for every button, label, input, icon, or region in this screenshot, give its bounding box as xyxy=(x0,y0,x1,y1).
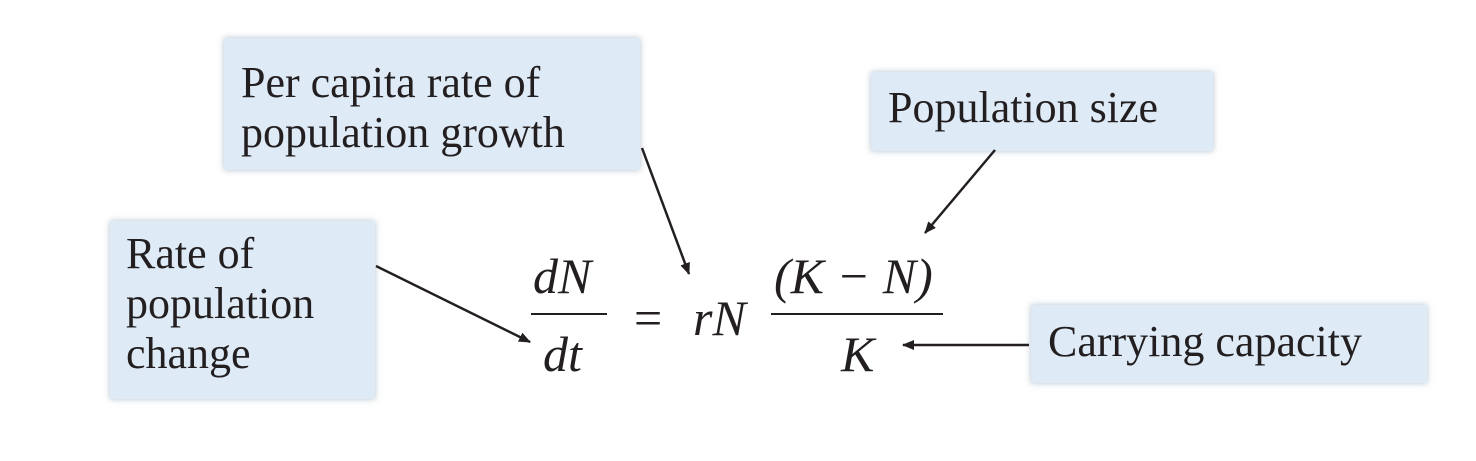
population-size-label: Population size xyxy=(888,83,1159,132)
equation-lhs-denominator: dt xyxy=(543,326,582,382)
carrying-capacity-label-box: Carrying capacity xyxy=(1031,305,1427,383)
equation-equals-sign: = xyxy=(634,290,663,346)
rate-label-line-3: change xyxy=(126,329,251,378)
carrying-capacity-label: Carrying capacity xyxy=(1048,317,1362,366)
equation-lhs-fraction-bar xyxy=(531,313,607,315)
rate-label-line-1: Rate of xyxy=(126,229,255,278)
arrow-population-size-to-n xyxy=(924,149,996,234)
per-capita-growth-label-box: Per capita rate of population growth xyxy=(224,38,640,170)
rate-label-line-2: population xyxy=(126,279,315,328)
equation-rhs-fraction-bar xyxy=(771,313,943,315)
arrow-per-capita-to-r xyxy=(640,147,691,275)
equation-rhs-numerator: (K − N) xyxy=(774,248,933,304)
rate-of-change-label-box: Rate of population change xyxy=(110,221,375,399)
per-capita-label-line-1: Per capita rate of xyxy=(241,58,541,107)
equation-rN-term: rN xyxy=(693,290,746,346)
per-capita-label-line-2: population growth xyxy=(241,108,565,157)
equation-lhs-numerator: dN xyxy=(533,248,592,304)
arrow-rate-to-dndt xyxy=(375,264,531,344)
equation-rhs-denominator: K xyxy=(841,326,875,382)
population-size-label-box: Population size xyxy=(871,72,1213,151)
